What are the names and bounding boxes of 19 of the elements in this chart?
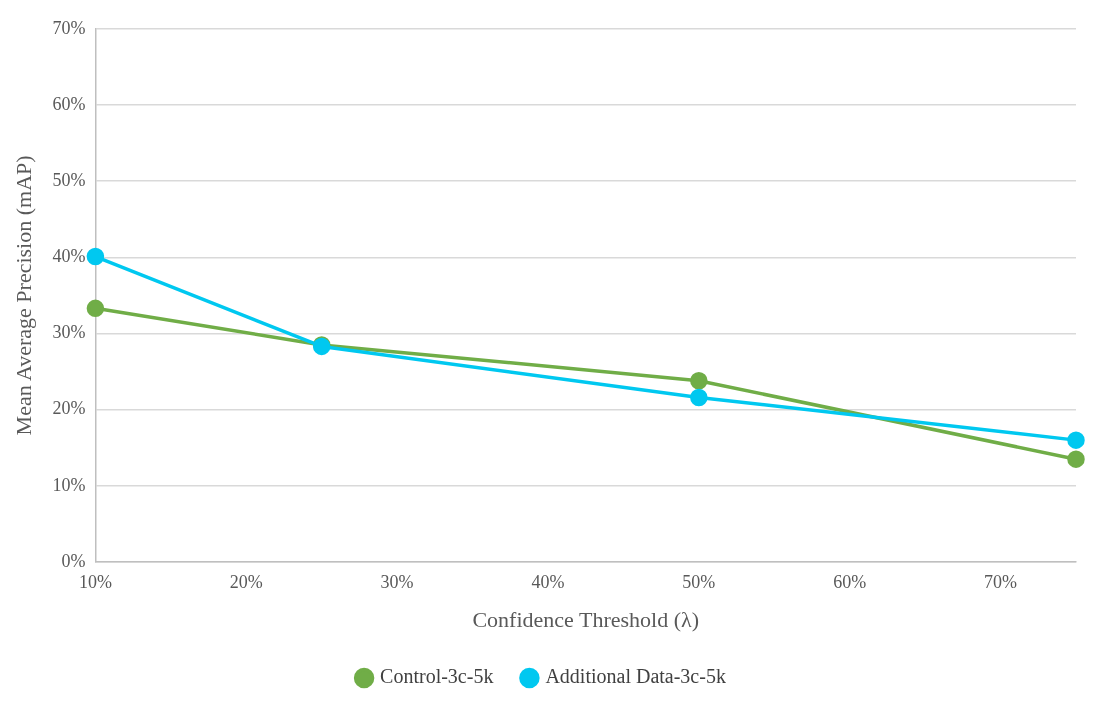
y-tick-label: 0% <box>61 550 86 571</box>
y-tick-label: 10% <box>52 474 86 495</box>
y-tick-label: 40% <box>52 246 86 267</box>
y-tick-label: 70% <box>52 17 86 38</box>
y-tick-label: 20% <box>52 398 86 419</box>
x-tick-label: 70% <box>984 571 1018 592</box>
x-axis-title: Confidence Threshold (λ) <box>472 606 699 632</box>
x-tick-label: 20% <box>229 571 263 592</box>
x-tick-label: 60% <box>833 571 867 592</box>
x-tick-label: 50% <box>682 571 716 592</box>
x-tick-label: 10% <box>78 571 112 592</box>
x-tick-label: 30% <box>380 571 414 592</box>
y-tick-label: 60% <box>52 93 86 114</box>
y-tick-label: 30% <box>52 322 86 343</box>
x-tick-label: 40% <box>531 571 565 592</box>
legend-label: Additional Data-3c-5k <box>545 665 726 688</box>
y-axis-title: Mean Average Precision (mAP) <box>10 155 36 436</box>
legend-label: Control-3c-5k <box>380 665 494 688</box>
y-tick-label: 50% <box>52 169 86 190</box>
